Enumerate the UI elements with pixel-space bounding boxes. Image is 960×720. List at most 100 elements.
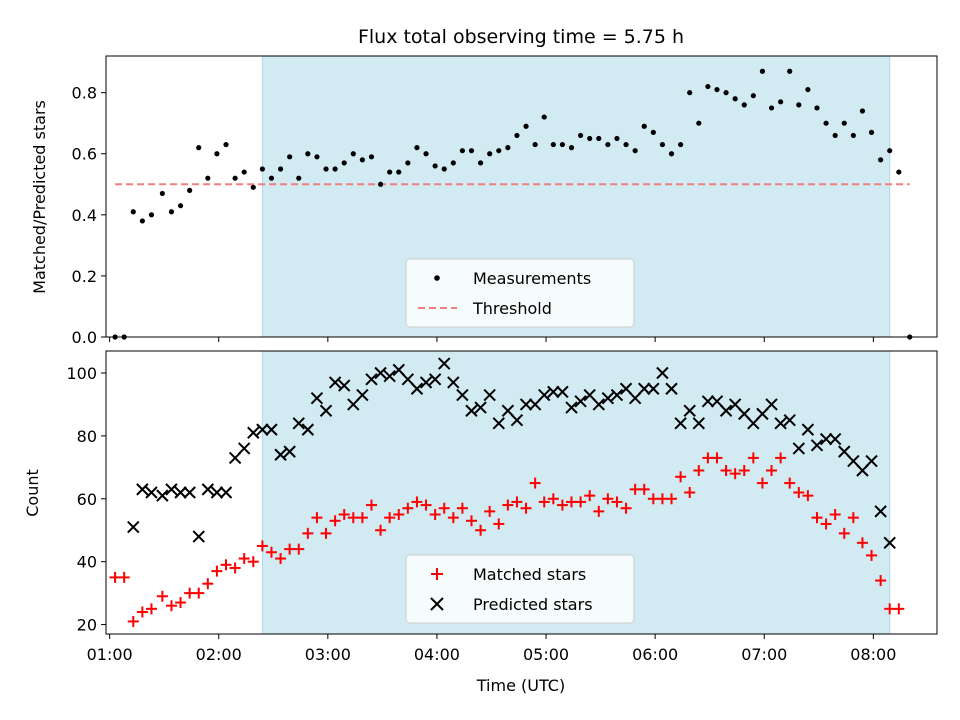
matched-star-point — [856, 537, 868, 549]
matched-star-point — [145, 603, 157, 615]
measurement-point — [130, 209, 136, 215]
predicted-star-point — [201, 483, 215, 496]
measurement-point — [350, 151, 356, 157]
measurement-point — [196, 145, 202, 151]
predicted-star-point — [656, 366, 669, 380]
predicted-star-point — [292, 417, 305, 430]
predicted-star-point — [447, 376, 460, 389]
matched-star-point — [238, 553, 250, 565]
x-tick-label: 02:00 — [196, 645, 242, 664]
matched-star-point — [456, 502, 468, 514]
measurement-point — [341, 160, 347, 166]
measurement-point — [596, 135, 602, 142]
predicted-star-point — [456, 388, 469, 402]
bottom-y-tick-label: 60 — [77, 490, 97, 509]
predicted-star-point — [474, 401, 487, 414]
measurement-point — [187, 187, 193, 193]
matched-star-point — [747, 452, 759, 464]
measurement-point — [732, 96, 738, 102]
measurement-point — [759, 68, 766, 74]
matched-star-point — [738, 464, 750, 476]
matched-star-point — [829, 509, 841, 521]
matched-star-point — [211, 565, 223, 577]
measurement-point — [841, 120, 847, 126]
predicted-star-point — [438, 357, 451, 370]
matched-star-point — [875, 575, 887, 587]
predicted-star-point — [136, 483, 149, 496]
predicted-star-point — [828, 432, 842, 446]
matched-star-point — [465, 515, 477, 527]
bottom-matched-points — [109, 452, 905, 627]
predicted-star-point — [428, 373, 442, 386]
x-tick-label: 04:00 — [414, 645, 460, 664]
matched-star-point — [838, 527, 850, 539]
matched-star-point — [320, 527, 332, 539]
predicted-star-point — [647, 382, 660, 395]
predicted-star-point — [574, 395, 587, 408]
matched-star-point — [602, 493, 614, 505]
measurement-point — [514, 132, 520, 139]
predicted-star-point — [801, 423, 815, 436]
matched-star-point — [547, 493, 559, 505]
predicted-star-point — [792, 442, 806, 455]
predicted-star-point — [265, 423, 278, 436]
top-axes-frame — [105, 55, 938, 338]
bottom-axes-frame — [105, 350, 938, 635]
predicted-star-point — [356, 388, 369, 402]
measurement-point — [368, 154, 375, 160]
measurement-point — [287, 154, 293, 160]
matched-star-point — [775, 452, 787, 464]
matched-star-point — [393, 509, 405, 521]
predicted-star-point — [856, 464, 869, 477]
measurement-point — [605, 141, 611, 148]
measurement-point — [232, 175, 238, 181]
measurement-point — [268, 175, 275, 181]
measurement-point — [850, 132, 856, 139]
predicted-star-point — [674, 417, 687, 430]
matched-star-point — [556, 499, 568, 511]
predicted-star-point — [683, 404, 696, 417]
measurement-point — [778, 99, 784, 105]
legend-predicted-label: Predicted stars — [473, 595, 593, 614]
x-tick-label: 05:00 — [523, 645, 569, 664]
predicted-star-point — [483, 388, 496, 402]
matched-star-point — [520, 502, 532, 514]
measurement-point — [878, 157, 884, 163]
predicted-star-point — [256, 423, 269, 436]
measurement-point — [177, 203, 184, 209]
measurement-point — [250, 184, 256, 190]
measurement-point — [641, 123, 647, 129]
bottom-y-ticks: 20 40 60 80 100 — [66, 364, 106, 635]
x-tick-label: 08:00 — [850, 645, 896, 664]
predicted-star-point — [210, 486, 224, 499]
top-legend-box — [405, 258, 635, 328]
matched-star-point — [365, 499, 377, 511]
predicted-star-point — [401, 373, 415, 386]
matched-star-point — [136, 606, 148, 618]
matched-star-point — [475, 524, 487, 536]
predicted-star-point — [127, 520, 140, 534]
measurement-point — [796, 102, 802, 108]
measurement-point — [241, 169, 247, 175]
matched-star-point — [693, 464, 705, 476]
top-y-tick-label: 0.0 — [72, 328, 97, 347]
predicted-star-point — [747, 417, 760, 430]
legend-matched-marker — [431, 568, 443, 580]
predicted-star-point — [710, 395, 724, 408]
matched-star-point — [847, 512, 859, 524]
measurement-point — [896, 169, 902, 175]
predicted-star-point — [610, 388, 624, 402]
bottom-legend-box — [405, 554, 635, 624]
predicted-star-point — [419, 376, 433, 389]
predicted-star-point — [583, 388, 596, 402]
matched-star-point — [118, 571, 130, 583]
matched-star-point — [202, 578, 214, 590]
top-y-axis-title: Matched/Predicted stars — [30, 100, 49, 294]
predicted-star-point — [165, 483, 178, 496]
measurement-point — [805, 86, 811, 93]
measurement-point — [750, 93, 756, 99]
measurement-point — [423, 151, 429, 157]
matched-star-point — [675, 471, 687, 483]
top-x-ticks — [109, 337, 874, 342]
matched-star-point — [438, 502, 450, 514]
